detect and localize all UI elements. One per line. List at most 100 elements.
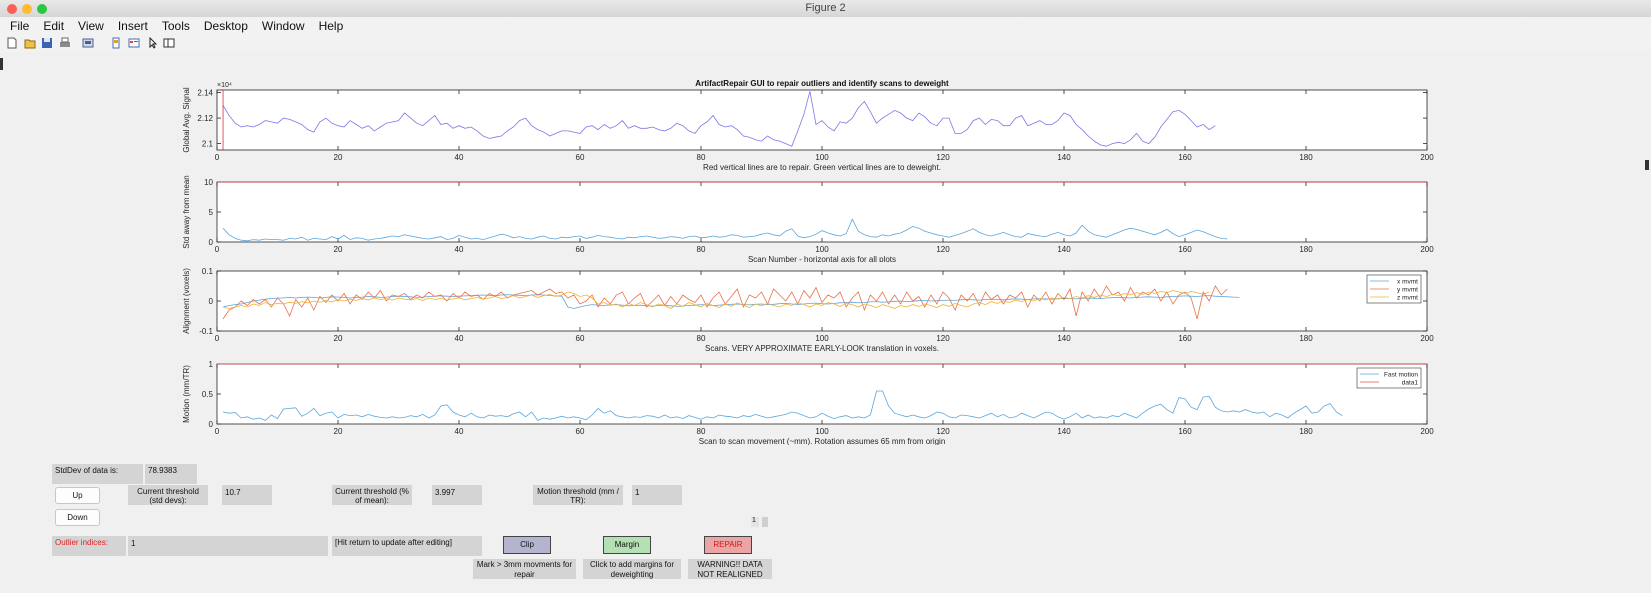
down-button[interactable]: Down xyxy=(55,509,100,526)
plot-motion[interactable]: 0 20 40 60 80 100 120 140 160 180 200 0 0.5 1 Motion (… xyxy=(170,357,1510,445)
p4-series-fast-motion xyxy=(222,390,1343,421)
window-titlebar: Figure 2 xyxy=(0,0,1651,18)
menu-tools[interactable]: Tools xyxy=(161,19,190,33)
p3-ytick-label: 0 xyxy=(209,297,214,306)
p2-xtick-label: 100 xyxy=(815,245,829,254)
p3-xtick-label: 180 xyxy=(1299,334,1313,343)
p4-legend-label: data1 xyxy=(1402,380,1419,387)
threshold-std-label: Current threshold (std devs): xyxy=(128,485,208,505)
insert-colorbar-icon[interactable] xyxy=(128,37,140,49)
margin-button[interactable]: Margin xyxy=(603,536,651,554)
print-preview-icon[interactable] xyxy=(82,37,94,49)
motion-threshold-field[interactable]: 1 xyxy=(632,485,682,505)
small-counter: 1 xyxy=(751,517,759,527)
p1-xlabel: Red vertical lines are to repair. Green … xyxy=(703,163,941,172)
p4-xtick-label: 80 xyxy=(697,427,706,436)
repair-button[interactable]: REPAIR xyxy=(704,536,752,554)
window-title: Figure 2 xyxy=(805,2,846,14)
p4-xtick-label: 60 xyxy=(576,427,585,436)
p1-xtick-label: 20 xyxy=(334,153,343,162)
p3-xtick-label: 100 xyxy=(815,334,829,343)
repair-warning: WARNING!! DATA NOT REALIGNED xyxy=(688,559,772,579)
p3-ylabel: Alignment (voxels) xyxy=(182,268,191,334)
p2-series-0 xyxy=(222,218,1228,242)
p2-xtick-label: 180 xyxy=(1299,245,1313,254)
p4-axes-box xyxy=(216,363,1428,425)
outlier-indices-field[interactable]: 1 xyxy=(128,536,328,556)
up-button[interactable]: Up xyxy=(55,487,100,504)
zoom-window-button[interactable] xyxy=(37,4,47,14)
p2-xtick-label: 140 xyxy=(1057,245,1071,254)
print-icon[interactable] xyxy=(59,37,71,49)
menu-file[interactable]: File xyxy=(10,19,30,33)
p3-axes-box xyxy=(216,270,1428,332)
p2-xtick-label: 120 xyxy=(936,245,950,254)
p2-ytick-label: 0 xyxy=(209,238,214,247)
p3-legend-label: x mvmt xyxy=(1397,279,1418,286)
p1-series-0 xyxy=(222,91,1216,147)
p3-xtick-label: 160 xyxy=(1178,334,1192,343)
p4-xtick-label: 0 xyxy=(215,427,220,436)
threshold-std-field[interactable]: 10.7 xyxy=(222,485,272,505)
p3-xtick-label: 60 xyxy=(576,334,585,343)
p3-series-z-mvmt xyxy=(222,290,1210,309)
menu-desktop[interactable]: Desktop xyxy=(203,19,248,33)
p4-ytick-label: 1 xyxy=(209,360,214,369)
menu-view[interactable]: View xyxy=(78,19,104,33)
p1-title: ArtifactRepair GUI to repair outliers an… xyxy=(695,79,949,88)
p3-xlabel: Scans. VERY APPROXIMATE EARLY-LOOK trans… xyxy=(705,344,939,352)
p1-xtick-label: 140 xyxy=(1057,153,1071,162)
margin-description: Click to add margins for deweighting xyxy=(583,559,681,579)
p4-xtick-label: 200 xyxy=(1420,427,1434,436)
p4-legend-label: Fast motion xyxy=(1384,372,1418,379)
p1-xtick-label: 120 xyxy=(936,153,950,162)
p4-xtick-label: 160 xyxy=(1178,427,1192,436)
p4-ytick-label: 0 xyxy=(209,420,214,429)
small-slider-thumb[interactable] xyxy=(762,517,768,527)
menu-edit[interactable]: Edit xyxy=(43,19,65,33)
global-signal-axes: 0 20 40 60 80 100 120 140 160 180 200 2.1 2.12 2.14 Gl… xyxy=(182,79,1434,172)
p1-ytick-label: 2.12 xyxy=(197,114,213,123)
save-icon[interactable] xyxy=(41,37,53,49)
new-figure-icon[interactable] xyxy=(6,37,18,49)
figure-toolbar xyxy=(0,35,1651,53)
property-editor-icon[interactable] xyxy=(163,37,175,49)
close-window-button[interactable] xyxy=(7,4,17,14)
hint-text: [Hit return to update after editing] xyxy=(332,536,482,556)
menu-bar: File Edit View Insert Tools Desktop Window Help xyxy=(0,17,1651,35)
p3-legend-label: y mvmt xyxy=(1397,287,1418,294)
motion-threshold-label: Motion threshold (mm / TR): xyxy=(533,485,623,505)
figure-canvas: 0 20 40 60 80 100 120 140 160 180 200 2.1 2.12 2.14 Gl… xyxy=(0,52,1651,593)
p4-ytick-label: 0.5 xyxy=(202,390,214,399)
p2-xtick-label: 200 xyxy=(1420,245,1434,254)
threshold-pct-field[interactable]: 3.997 xyxy=(432,485,482,505)
clip-button[interactable]: Clip xyxy=(503,536,551,554)
plot-global-signal[interactable]: 0 20 40 60 80 100 120 140 160 180 200 2.1 2.12 2.14 Gl… xyxy=(170,76,1510,176)
p2-xtick-label: 20 xyxy=(334,245,343,254)
p3-xtick-label: 120 xyxy=(936,334,950,343)
p1-xtick-label: 80 xyxy=(697,153,706,162)
p2-xtick-label: 80 xyxy=(697,245,706,254)
p3-ytick-label: -0.1 xyxy=(199,327,213,336)
p4-legend-box xyxy=(1356,367,1422,389)
p1-xtick-label: 160 xyxy=(1178,153,1192,162)
open-file-icon[interactable] xyxy=(24,37,36,49)
plot-std-from-mean[interactable]: 0 20 40 60 80 100 120 140 160 180 200 0 5 10 Std away … xyxy=(170,174,1510,262)
p2-ylabel: Std away from mean xyxy=(182,175,191,248)
plot-alignment[interactable]: 0 20 40 60 80 100 120 140 160 180 200 -0.1 0 0.1 Align… xyxy=(170,264,1510,352)
minimize-window-button[interactable] xyxy=(22,4,32,14)
link-plot-icon[interactable] xyxy=(110,37,122,49)
menu-window[interactable]: Window xyxy=(261,19,305,33)
p3-xtick-label: 40 xyxy=(455,334,464,343)
pointer-icon[interactable] xyxy=(147,37,159,49)
p4-xtick-label: 20 xyxy=(334,427,343,436)
p4-xtick-label: 100 xyxy=(815,427,829,436)
menu-insert[interactable]: Insert xyxy=(117,19,148,33)
p2-xtick-label: 60 xyxy=(576,245,585,254)
p1-xtick-label: 60 xyxy=(576,153,585,162)
menu-help[interactable]: Help xyxy=(318,19,344,33)
p1-xtick-label: 40 xyxy=(455,153,464,162)
p4-xtick-label: 120 xyxy=(936,427,950,436)
stddev-label: StdDev of data is: xyxy=(52,464,143,484)
edge-fragment-left xyxy=(0,58,3,70)
